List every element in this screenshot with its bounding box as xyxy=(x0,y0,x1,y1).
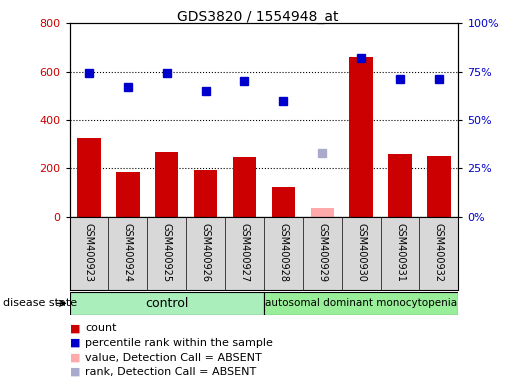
Bar xyxy=(427,156,451,217)
Text: GSM400928: GSM400928 xyxy=(279,223,288,282)
Bar xyxy=(70,292,264,315)
Text: GSM400923: GSM400923 xyxy=(84,223,94,282)
Bar xyxy=(116,172,140,217)
Text: count: count xyxy=(85,323,116,333)
Bar xyxy=(311,209,334,217)
Text: control: control xyxy=(145,297,188,310)
Text: value, Detection Call = ABSENT: value, Detection Call = ABSENT xyxy=(85,353,262,362)
Bar xyxy=(194,170,217,217)
Bar xyxy=(350,57,373,217)
Text: percentile rank within the sample: percentile rank within the sample xyxy=(85,338,273,348)
Text: GSM400924: GSM400924 xyxy=(123,223,133,282)
Text: ■: ■ xyxy=(70,367,80,377)
Text: disease state: disease state xyxy=(3,298,77,308)
Text: GSM400927: GSM400927 xyxy=(239,223,249,282)
Text: GSM400926: GSM400926 xyxy=(201,223,211,282)
Text: ■: ■ xyxy=(70,353,80,362)
Text: ■: ■ xyxy=(70,338,80,348)
Text: GDS3820 / 1554948_at: GDS3820 / 1554948_at xyxy=(177,10,338,23)
Text: GSM400925: GSM400925 xyxy=(162,223,171,282)
Text: autosomal dominant monocytopenia: autosomal dominant monocytopenia xyxy=(265,298,457,308)
Text: GSM400932: GSM400932 xyxy=(434,223,444,282)
Text: GSM400931: GSM400931 xyxy=(395,223,405,282)
Text: GSM400929: GSM400929 xyxy=(317,223,327,282)
Text: GSM400930: GSM400930 xyxy=(356,223,366,282)
Text: rank, Detection Call = ABSENT: rank, Detection Call = ABSENT xyxy=(85,367,256,377)
Text: ■: ■ xyxy=(70,323,80,333)
Bar xyxy=(388,154,411,217)
Bar xyxy=(77,138,100,217)
Bar xyxy=(264,292,458,315)
Bar xyxy=(272,187,295,217)
Bar xyxy=(155,152,178,217)
Bar xyxy=(233,157,256,217)
